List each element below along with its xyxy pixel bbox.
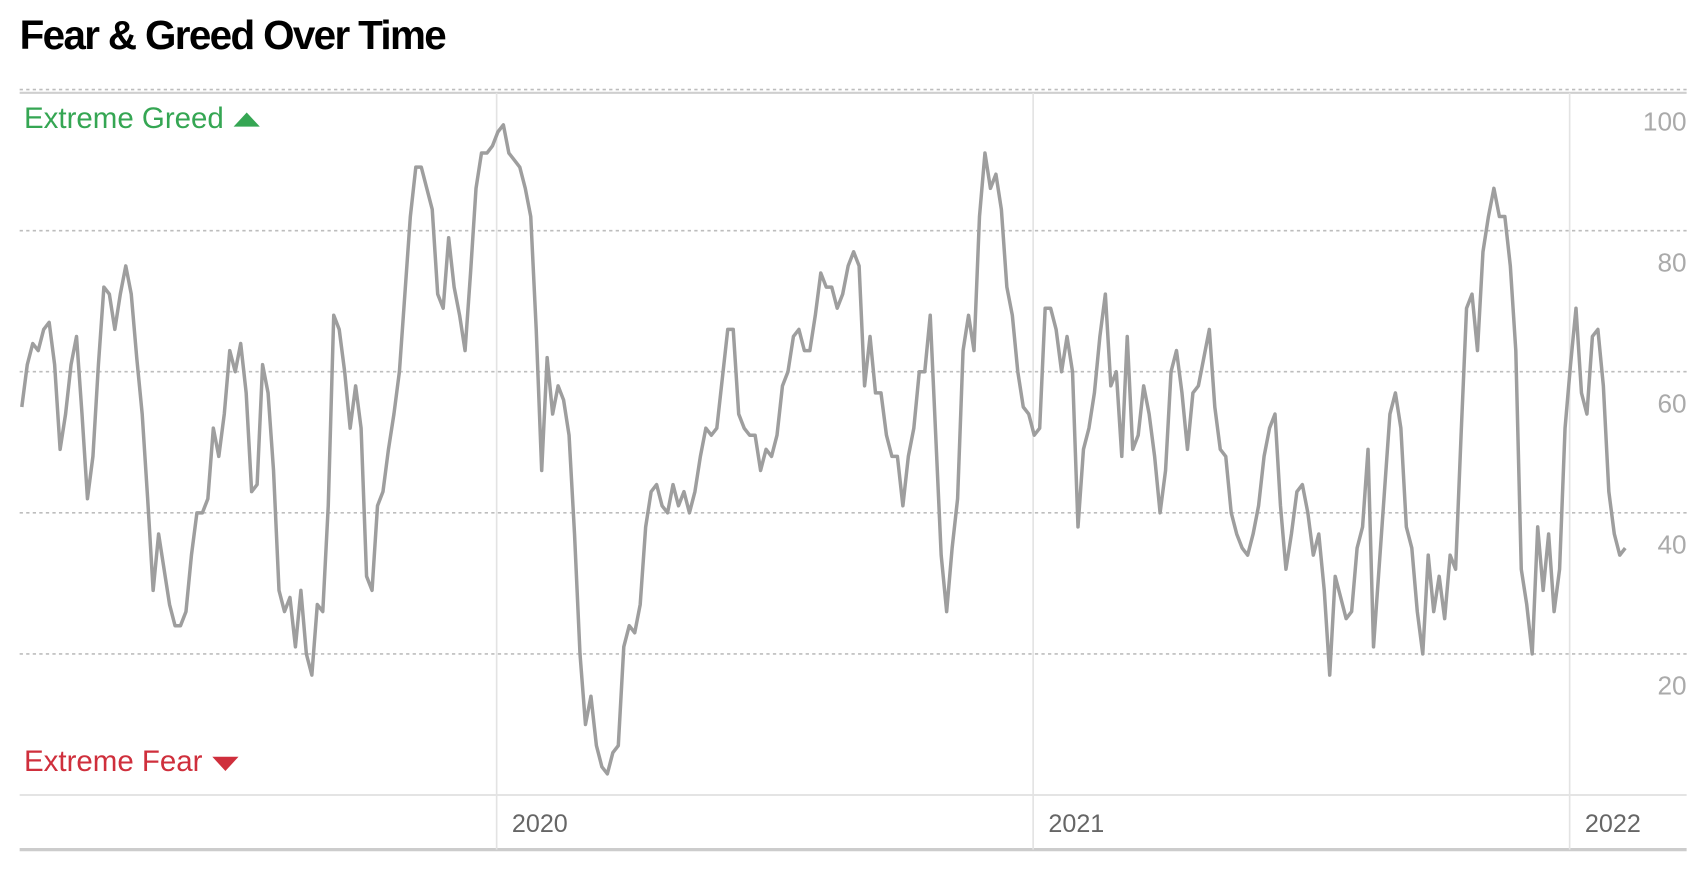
y-tick-label: 20 bbox=[1657, 671, 1686, 701]
x-tick-label: 2021 bbox=[1048, 810, 1104, 838]
y-tick-label: 40 bbox=[1657, 530, 1686, 560]
chart-title: Fear & Greed Over Time bbox=[20, 12, 447, 58]
y-tick-label: 80 bbox=[1657, 247, 1686, 277]
y-tick-label: 100 bbox=[1643, 106, 1687, 136]
y-tick-label: 60 bbox=[1657, 389, 1686, 419]
annotation-arrow bbox=[212, 756, 239, 771]
annotation-arrow bbox=[233, 112, 260, 127]
annotation: Extreme Greed bbox=[24, 102, 224, 135]
x-tick-label: 2020 bbox=[512, 810, 568, 838]
series-line bbox=[20, 123, 1627, 776]
annotation: Extreme Fear bbox=[24, 745, 203, 778]
x-tick-label: 2022 bbox=[1585, 810, 1641, 838]
